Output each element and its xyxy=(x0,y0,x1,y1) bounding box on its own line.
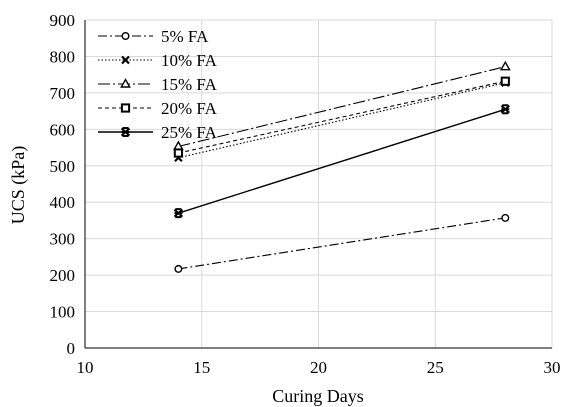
legend-label: 5% FA xyxy=(161,27,209,46)
marker-square xyxy=(173,148,184,158)
series-20-fa xyxy=(173,76,510,158)
series-10-fa xyxy=(174,78,510,163)
y-axis-title: UCS (kPa) xyxy=(8,146,29,225)
series-15-fa xyxy=(173,60,511,151)
legend-item: 5% FA xyxy=(98,27,209,46)
y-tick-label: 500 xyxy=(50,157,76,176)
series-line xyxy=(178,217,506,270)
marker-triangle xyxy=(499,60,511,71)
series-line xyxy=(178,108,506,214)
y-tick-label: 300 xyxy=(50,230,76,249)
marker-star xyxy=(120,127,131,137)
x-axis-title: Curing Days xyxy=(272,386,364,406)
series-5-fa xyxy=(174,213,510,273)
gridlines xyxy=(84,19,553,349)
marker-star xyxy=(173,208,184,219)
marker-circle xyxy=(174,264,183,273)
x-tick-label: 15 xyxy=(193,358,210,377)
series-line xyxy=(178,66,506,147)
x-tick-label: 25 xyxy=(427,358,444,377)
legend-item: 15% FA xyxy=(98,75,218,94)
x-tick-label: 20 xyxy=(310,358,327,377)
legend-item: 10% FA xyxy=(98,51,218,70)
marker-square xyxy=(120,103,131,113)
series-25-fa xyxy=(173,104,510,219)
y-tick-label: 100 xyxy=(50,303,76,322)
marker-circle xyxy=(121,32,130,41)
series-line xyxy=(178,80,506,154)
legend: 5% FA 10% FA 15% FA 20% FA 25% FA xyxy=(98,27,218,142)
y-tick-label: 900 xyxy=(50,11,76,30)
legend-item: 20% FA xyxy=(98,99,218,118)
series-line xyxy=(178,82,506,159)
marker-x xyxy=(121,55,130,65)
legend-label: 25% FA xyxy=(161,123,218,142)
legend-item: 25% FA xyxy=(98,123,218,142)
y-tick-label: 0 xyxy=(67,339,76,358)
legend-label: 10% FA xyxy=(161,51,218,70)
y-tick-label: 200 xyxy=(50,266,76,285)
marker-triangle xyxy=(120,78,131,88)
legend-label: 20% FA xyxy=(161,99,218,118)
y-tick-label: 600 xyxy=(50,120,76,139)
legend-label: 15% FA xyxy=(161,75,218,94)
y-tick-label: 400 xyxy=(50,193,76,212)
series-group xyxy=(173,60,511,273)
marker-star xyxy=(500,104,510,115)
x-tick-label: 30 xyxy=(544,358,561,377)
marker-square xyxy=(500,76,510,86)
marker-circle xyxy=(501,213,510,222)
x-tick-label: 10 xyxy=(77,358,94,377)
y-tick-label: 700 xyxy=(50,84,76,103)
y-tick-label: 800 xyxy=(50,47,76,66)
